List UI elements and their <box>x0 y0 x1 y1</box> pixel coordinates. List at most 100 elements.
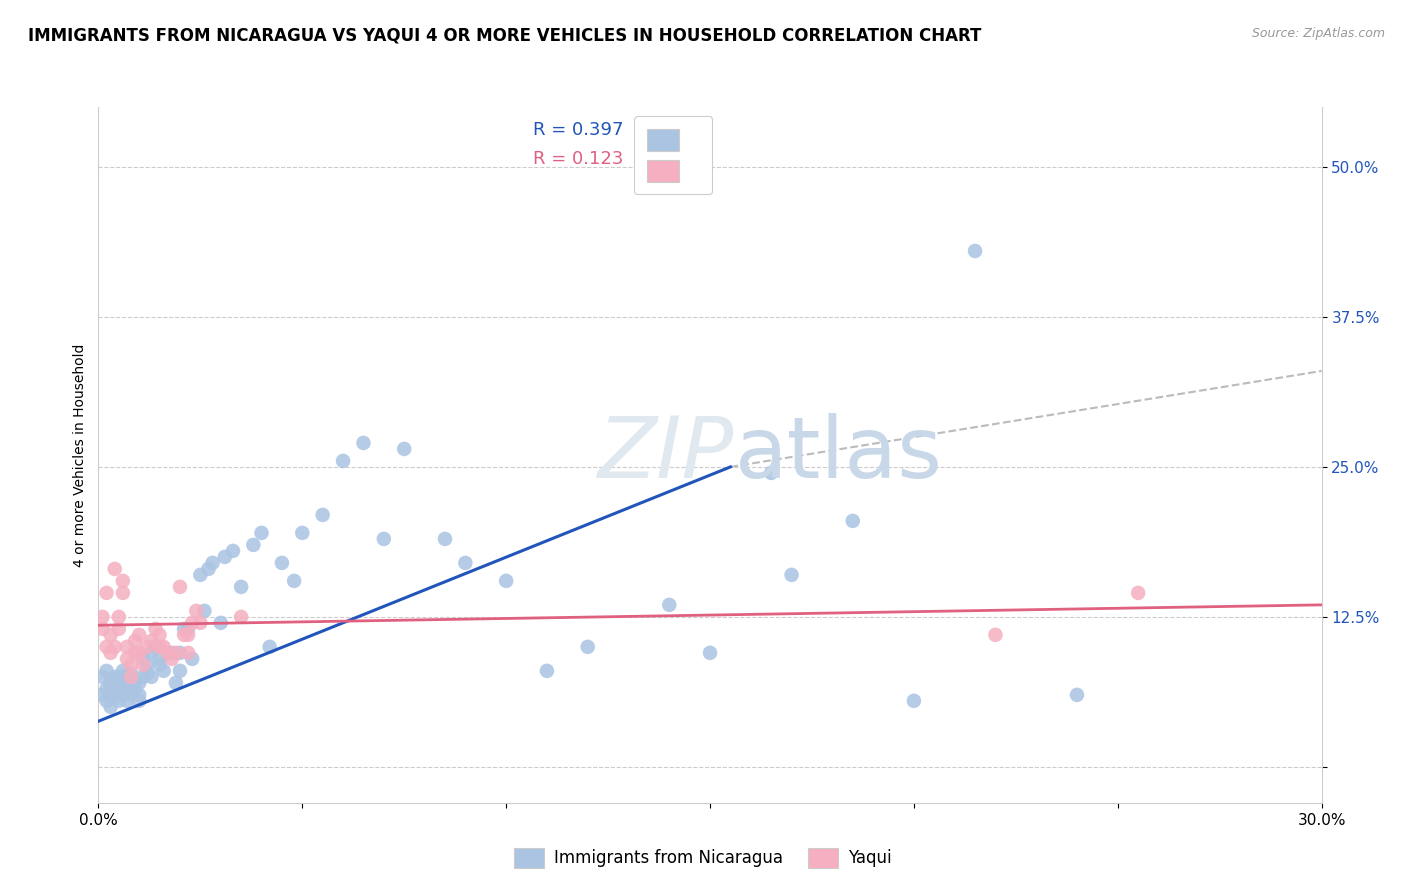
Point <box>186 604 208 618</box>
Point <box>120 657 142 672</box>
Point <box>91 610 114 624</box>
Point <box>132 657 155 672</box>
Point <box>145 622 167 636</box>
Point <box>128 694 150 708</box>
Point <box>149 628 172 642</box>
Point <box>120 666 142 681</box>
Legend:  ,  : , <box>634 116 713 194</box>
Text: atlas: atlas <box>734 413 942 497</box>
Point <box>156 646 179 660</box>
Point <box>149 652 172 666</box>
Point <box>100 628 122 642</box>
Point <box>149 657 172 672</box>
Point <box>115 681 138 696</box>
Point <box>841 514 863 528</box>
Point <box>108 622 131 636</box>
Point <box>141 633 163 648</box>
Point <box>188 567 212 582</box>
Point <box>156 646 179 660</box>
Point <box>576 640 599 654</box>
Point <box>152 664 174 678</box>
Point <box>104 690 127 705</box>
Point <box>222 544 245 558</box>
Y-axis label: 4 or more Vehicles in Household: 4 or more Vehicles in Household <box>73 343 87 566</box>
Point <box>100 676 122 690</box>
Point <box>173 622 195 636</box>
Point <box>100 688 122 702</box>
Point <box>115 640 138 654</box>
Point <box>108 670 131 684</box>
Point <box>96 640 118 654</box>
Point <box>658 598 681 612</box>
Point <box>332 454 354 468</box>
Point <box>193 604 215 618</box>
Point <box>120 688 142 702</box>
Point <box>250 525 273 540</box>
Point <box>141 670 163 684</box>
Point <box>152 640 174 654</box>
Point <box>197 562 219 576</box>
Point <box>111 664 134 678</box>
Point <box>104 640 127 654</box>
Point <box>231 580 253 594</box>
Point <box>124 673 146 688</box>
Point <box>120 670 142 684</box>
Point <box>291 525 314 540</box>
Point <box>128 676 150 690</box>
Point <box>128 688 150 702</box>
Point <box>231 610 253 624</box>
Point <box>132 652 155 666</box>
Point <box>177 628 200 642</box>
Point <box>136 640 159 654</box>
Point <box>165 676 187 690</box>
Point <box>173 628 195 642</box>
Point <box>104 681 127 696</box>
Point <box>100 699 122 714</box>
Point <box>965 244 987 258</box>
Point <box>128 628 150 642</box>
Point <box>108 678 131 692</box>
Point <box>160 652 183 666</box>
Point <box>111 670 134 684</box>
Point <box>283 574 305 588</box>
Text: R = 0.123   N = 40: R = 0.123 N = 40 <box>533 150 703 169</box>
Legend: Immigrants from Nicaragua, Yaqui: Immigrants from Nicaragua, Yaqui <box>508 841 898 875</box>
Point <box>96 664 118 678</box>
Point <box>120 678 142 692</box>
Point <box>115 652 138 666</box>
Point <box>91 670 114 684</box>
Text: IMMIGRANTS FROM NICARAGUA VS YAQUI 4 OR MORE VEHICLES IN HOUSEHOLD CORRELATION C: IMMIGRANTS FROM NICARAGUA VS YAQUI 4 OR … <box>28 27 981 45</box>
Point <box>984 628 1007 642</box>
Point <box>111 586 134 600</box>
Point <box>96 586 118 600</box>
Text: ZIP: ZIP <box>598 413 734 497</box>
Point <box>259 640 281 654</box>
Point <box>111 688 134 702</box>
Point <box>108 685 131 699</box>
Point <box>903 694 925 708</box>
Point <box>145 640 167 654</box>
Point <box>312 508 335 522</box>
Point <box>434 532 457 546</box>
Point <box>214 549 236 564</box>
Point <box>104 562 127 576</box>
Point <box>115 694 138 708</box>
Point <box>181 652 204 666</box>
Point <box>181 615 204 630</box>
Point <box>141 646 163 660</box>
Point <box>91 688 114 702</box>
Point <box>91 622 114 636</box>
Point <box>165 646 187 660</box>
Point <box>495 574 517 588</box>
Point <box>761 466 783 480</box>
Point <box>536 664 558 678</box>
Point <box>108 610 131 624</box>
Point <box>188 615 212 630</box>
Point <box>270 556 294 570</box>
Point <box>111 574 134 588</box>
Point <box>780 567 803 582</box>
Point <box>100 646 122 660</box>
Text: Source: ZipAtlas.com: Source: ZipAtlas.com <box>1251 27 1385 40</box>
Point <box>132 670 155 684</box>
Point <box>177 646 200 660</box>
